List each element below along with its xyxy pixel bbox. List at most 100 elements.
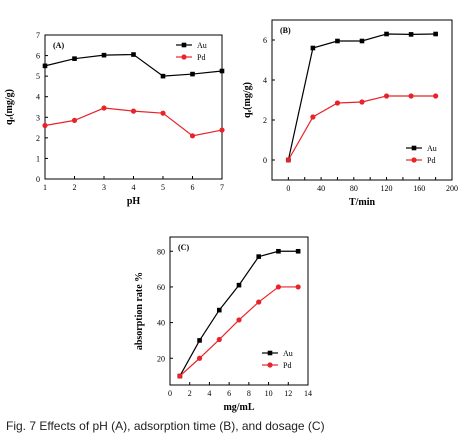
x-tick-label: 7 bbox=[220, 183, 224, 192]
data-point-square bbox=[433, 31, 438, 37]
x-tick-label: 5 bbox=[161, 183, 165, 192]
data-point-square bbox=[197, 338, 202, 343]
y-tick-label: 0 bbox=[36, 175, 40, 184]
data-point-circle bbox=[295, 284, 301, 290]
x-tick-label: 2 bbox=[73, 183, 77, 192]
x-tick-label: 2 bbox=[188, 389, 192, 398]
chart-panel-c: 0 2 4 6 8 10 12 14 20 40 60 80 mg/mL absorption rate … bbox=[134, 236, 312, 413]
x-tick-label: 14 bbox=[304, 389, 312, 398]
data-point-square bbox=[160, 73, 166, 79]
series-au bbox=[286, 31, 438, 163]
y-tick-label: 6 bbox=[263, 36, 267, 45]
legend-label: Au bbox=[197, 41, 207, 50]
legend-label: Pd bbox=[197, 53, 205, 62]
data-point-circle bbox=[383, 93, 390, 99]
x-tick-label: 6 bbox=[191, 183, 195, 192]
y-tick-label: 0 bbox=[263, 156, 267, 165]
data-point-square bbox=[359, 38, 365, 44]
y-tick-label: 1 bbox=[36, 154, 40, 163]
legend-marker bbox=[411, 145, 417, 151]
series-pd bbox=[285, 93, 439, 163]
data-point-square bbox=[101, 52, 107, 58]
x-tick-label: 4 bbox=[132, 183, 136, 192]
chart-panel-b: 0 40 80 120 160 200 0 2 4 6 T/min qₑ(mg/g) (B) Au Pd bbox=[242, 19, 458, 208]
y-tick-label: 2 bbox=[263, 116, 267, 125]
data-point-square bbox=[216, 307, 222, 313]
y-tick-label: 2 bbox=[36, 134, 40, 143]
series-line bbox=[287, 95, 436, 161]
data-point-square bbox=[131, 52, 136, 57]
y-axis-title: qₑ(mg/g) bbox=[242, 82, 253, 118]
data-point-square bbox=[72, 56, 77, 61]
y-tick-label: 60 bbox=[157, 283, 165, 292]
series-line bbox=[287, 33, 436, 161]
data-point-circle bbox=[256, 299, 262, 305]
y-tick-label: 6 bbox=[36, 52, 40, 61]
series-pd bbox=[42, 105, 225, 139]
y-tick-label: 5 bbox=[36, 72, 40, 81]
x-tick-label: 12 bbox=[284, 389, 292, 398]
x-tick-label: 120 bbox=[381, 184, 393, 193]
data-point-circle bbox=[219, 127, 225, 133]
x-tick-label: 6 bbox=[227, 389, 231, 398]
legend: Au Pd bbox=[406, 144, 437, 165]
data-point-circle bbox=[130, 108, 137, 114]
panel-label: (B) bbox=[280, 26, 291, 35]
data-point-square bbox=[335, 38, 340, 44]
legend-marker bbox=[267, 362, 273, 368]
data-point-square bbox=[310, 45, 316, 51]
x-tick-label: 8 bbox=[247, 389, 251, 398]
x-axis-title: pH bbox=[127, 196, 141, 207]
y-tick-label: 4 bbox=[36, 93, 40, 102]
legend-label: Au bbox=[283, 349, 293, 358]
y-tick-label: 20 bbox=[157, 354, 165, 363]
plot-frame bbox=[271, 19, 453, 181]
legend-label: Pd bbox=[283, 361, 291, 370]
x-axis-title: T/min bbox=[349, 197, 376, 208]
y-tick-label: 7 bbox=[36, 31, 40, 40]
data-point-circle bbox=[101, 105, 107, 111]
data-point-square bbox=[384, 31, 389, 37]
legend-label: Au bbox=[427, 144, 437, 153]
panel-label: (A) bbox=[53, 41, 64, 50]
data-point-circle bbox=[160, 110, 166, 116]
data-point-circle bbox=[285, 157, 291, 163]
data-point-circle bbox=[196, 355, 203, 361]
legend-marker bbox=[181, 54, 187, 60]
series-pd bbox=[177, 284, 301, 379]
data-point-circle bbox=[236, 317, 242, 323]
data-point-circle bbox=[42, 122, 48, 129]
data-point-circle bbox=[275, 284, 282, 290]
data-point-square bbox=[295, 248, 301, 254]
data-point-square bbox=[42, 63, 48, 69]
x-tick-label: 4 bbox=[207, 389, 211, 398]
panel-label: (C) bbox=[178, 243, 189, 252]
y-axis-title: absorption rate % bbox=[134, 272, 145, 350]
y-tick-label: 4 bbox=[263, 76, 267, 85]
series-au bbox=[177, 248, 301, 379]
data-point-square bbox=[256, 254, 262, 259]
x-tick-label: 0 bbox=[286, 184, 290, 193]
series-au bbox=[42, 52, 225, 79]
data-point-circle bbox=[177, 373, 183, 379]
x-tick-label: 80 bbox=[350, 184, 358, 193]
legend-label: Pd bbox=[427, 156, 435, 165]
data-point-circle bbox=[216, 336, 222, 343]
x-tick-label: 200 bbox=[446, 184, 458, 193]
x-tick-label: 40 bbox=[317, 184, 325, 193]
y-axis-title: qₑ(mg/g) bbox=[4, 89, 15, 125]
data-point-square bbox=[219, 68, 225, 74]
legend-marker bbox=[181, 42, 187, 48]
data-point-circle bbox=[334, 100, 341, 106]
y-tick-label: 40 bbox=[157, 319, 165, 328]
x-tick-label: 0 bbox=[168, 389, 172, 398]
data-point-circle bbox=[310, 114, 316, 120]
y-tick-label: 80 bbox=[157, 247, 165, 256]
data-point-square bbox=[236, 282, 242, 288]
legend-marker bbox=[411, 157, 417, 163]
x-tick-label: 10 bbox=[265, 389, 273, 398]
plot-frame bbox=[169, 236, 309, 386]
data-point-square bbox=[408, 32, 414, 37]
